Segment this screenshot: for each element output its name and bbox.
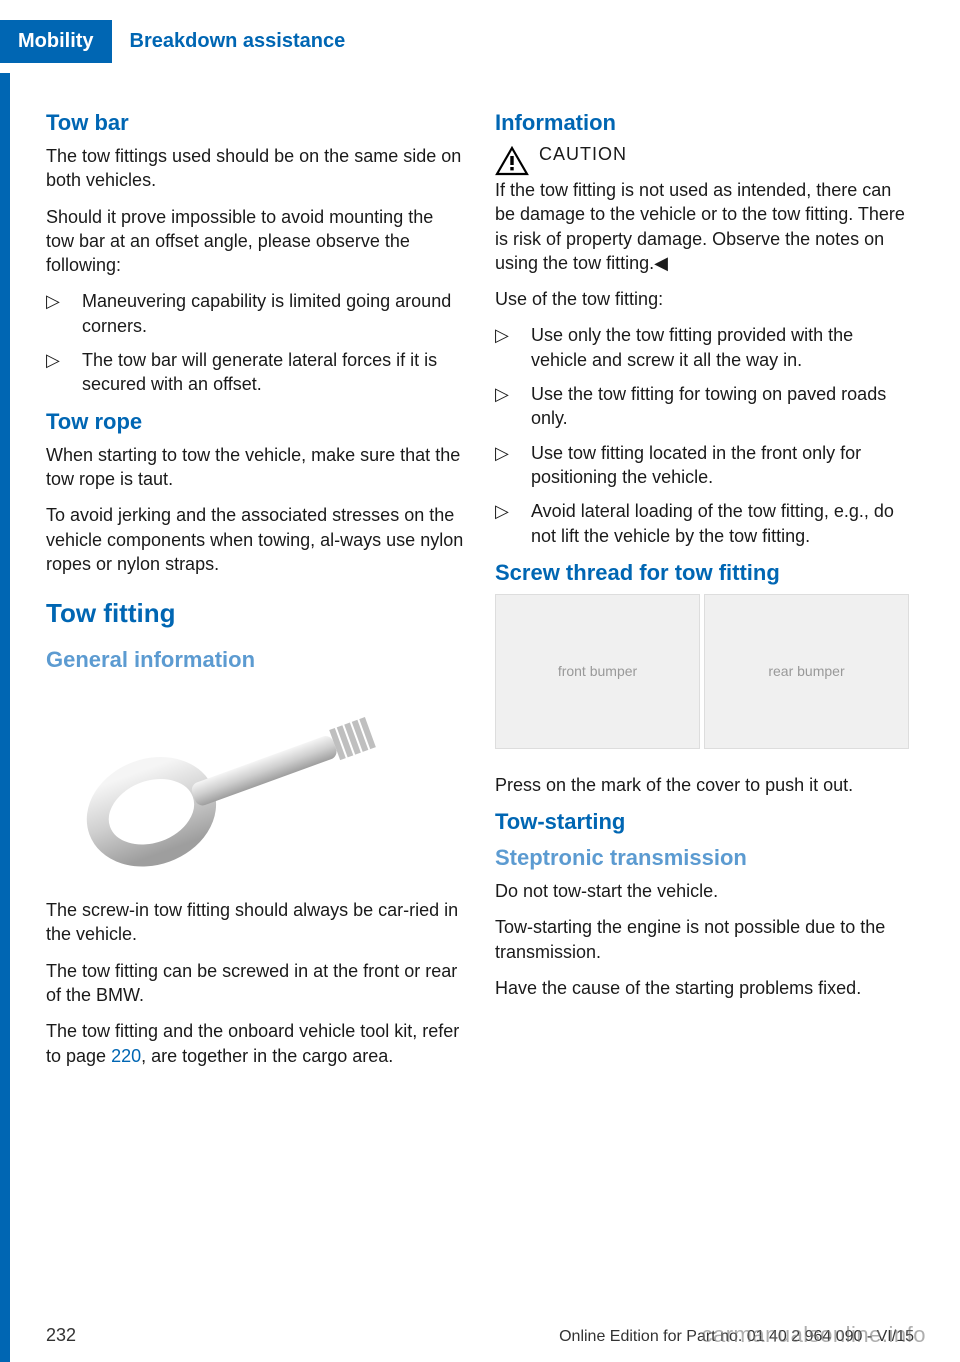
tow-fitting-image bbox=[46, 681, 426, 881]
tow-start-p1: Do not tow-start the vehicle. bbox=[495, 879, 914, 903]
tow-start-p2: Tow-starting the engine is not possible … bbox=[495, 915, 914, 964]
tow-fitting-p2: The tow fitting can be screwed in at the… bbox=[46, 959, 465, 1008]
use-intro: Use of the tow fitting: bbox=[495, 287, 914, 311]
triangle-bullet-icon: ▷ bbox=[46, 289, 68, 338]
left-edge-bar bbox=[0, 70, 10, 1362]
list-item: ▷ The tow bar will generate lateral forc… bbox=[46, 348, 465, 397]
tow-bar-p2: Should it prove impossible to avoid moun… bbox=[46, 205, 465, 278]
bullet-text: Use tow fitting located in the front onl… bbox=[531, 441, 914, 490]
tow-start-p3: Have the cause of the starting problems … bbox=[495, 976, 914, 1000]
text-span: , are together in the cargo area. bbox=[141, 1046, 393, 1066]
bullet-text: Maneuvering capability is limited going … bbox=[82, 289, 465, 338]
content-columns: Tow bar The tow fittings used should be … bbox=[0, 73, 960, 1080]
tow-fitting-p1: The screw-in tow fitting should always b… bbox=[46, 898, 465, 947]
column-left: Tow bar The tow fittings used should be … bbox=[46, 98, 465, 1080]
tab-mobility: Mobility bbox=[0, 20, 112, 63]
caution-label: CAUTION bbox=[539, 144, 627, 165]
triangle-bullet-icon: ▷ bbox=[495, 441, 517, 490]
page-number: 232 bbox=[46, 1325, 76, 1346]
caution-header: CAUTION bbox=[495, 144, 914, 176]
caution-text: If the tow fitting is not used as intend… bbox=[495, 178, 914, 275]
column-right: Information CAUTION If the tow fitting i… bbox=[495, 98, 914, 1080]
tow-rope-p1: When starting to tow the vehicle, make s… bbox=[46, 443, 465, 492]
triangle-bullet-icon: ▷ bbox=[495, 499, 517, 548]
screw-thread-caption: Press on the mark of the cover to push i… bbox=[495, 773, 914, 797]
tab-breakdown: Breakdown assistance bbox=[112, 20, 364, 63]
screw-thread-rear-image: rear bumper bbox=[704, 594, 909, 749]
list-item: ▷ Use tow fitting located in the front o… bbox=[495, 441, 914, 490]
list-item: ▷ Use only the tow fitting provided with… bbox=[495, 323, 914, 372]
heading-steptronic: Steptronic transmission bbox=[495, 845, 914, 871]
bullet-text: Use the tow fitting for towing on paved … bbox=[531, 382, 914, 431]
heading-tow-rope: Tow rope bbox=[46, 409, 465, 435]
watermark-text: carmanualsonline.info bbox=[701, 1322, 926, 1348]
use-bullets: ▷ Use only the tow fitting provided with… bbox=[495, 323, 914, 547]
list-item: ▷ Avoid lateral loading of the tow fitti… bbox=[495, 499, 914, 548]
heading-general-info: General information bbox=[46, 647, 465, 673]
triangle-bullet-icon: ▷ bbox=[495, 323, 517, 372]
page-link-220[interactable]: 220 bbox=[111, 1046, 141, 1066]
heading-information: Information bbox=[495, 110, 914, 136]
heading-screw-thread: Screw thread for tow fitting bbox=[495, 560, 914, 586]
triangle-bullet-icon: ▷ bbox=[46, 348, 68, 397]
page-header: Mobility Breakdown assistance bbox=[0, 0, 960, 73]
tow-rope-p2: To avoid jerking and the associated stre… bbox=[46, 503, 465, 576]
warning-triangle-icon bbox=[495, 146, 529, 176]
screw-thread-front-image: front bumper bbox=[495, 594, 700, 749]
heading-tow-fitting: Tow fitting bbox=[46, 598, 465, 629]
triangle-bullet-icon: ▷ bbox=[495, 382, 517, 431]
bullet-text: Avoid lateral loading of the tow fitting… bbox=[531, 499, 914, 548]
list-item: ▷ Use the tow fitting for towing on pave… bbox=[495, 382, 914, 431]
bullet-text: Use only the tow fitting provided with t… bbox=[531, 323, 914, 372]
tow-bar-bullets: ▷ Maneuvering capability is limited goin… bbox=[46, 289, 465, 396]
tow-fitting-p3: The tow fitting and the onboard vehicle … bbox=[46, 1019, 465, 1068]
list-item: ▷ Maneuvering capability is limited goin… bbox=[46, 289, 465, 338]
heading-tow-starting: Tow-starting bbox=[495, 809, 914, 835]
tow-bar-p1: The tow fittings used should be on the s… bbox=[46, 144, 465, 193]
bullet-text: The tow bar will generate lateral forces… bbox=[82, 348, 465, 397]
heading-tow-bar: Tow bar bbox=[46, 110, 465, 136]
